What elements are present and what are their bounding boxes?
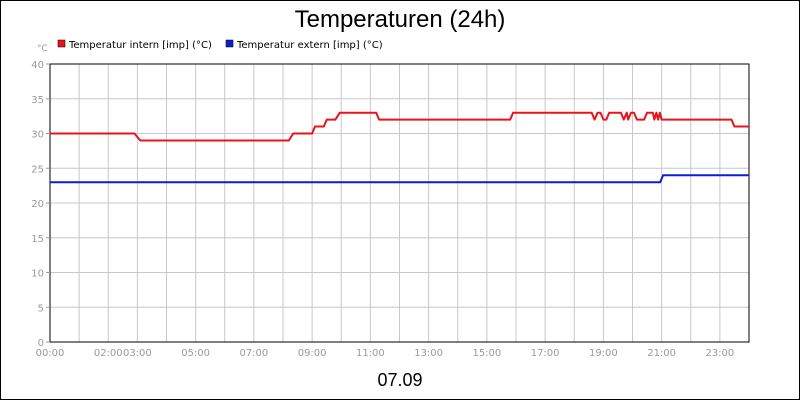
series-line	[50, 111, 749, 142]
series-line	[50, 174, 749, 184]
y-tick-label: 35	[31, 95, 44, 106]
chart-title: Temperaturen (24h)	[295, 6, 506, 33]
y-tick-label: 15	[31, 234, 44, 245]
x-tick-label: 09:00	[298, 348, 327, 359]
y-tick-label: 40	[31, 60, 44, 71]
x-tick-label: 17:00	[531, 348, 560, 359]
y-tick-label: 10	[31, 269, 44, 280]
x-tick-label: 23:00	[705, 348, 734, 359]
y-axis: 0 5 10 15 20 25 30 35 40	[31, 60, 50, 349]
x-tick-label: 13:00	[414, 348, 443, 359]
y-tick-label: 25	[31, 164, 44, 175]
x-tick-label: 19:00	[589, 348, 618, 359]
legend-label: Temperatur extern [imp] (°C)	[236, 40, 383, 51]
x-tick-label: 03:00	[123, 348, 152, 359]
legend-label: Temperatur intern [imp] (°C)	[68, 40, 212, 51]
x-tick-label: 00:00	[36, 348, 65, 359]
series-lines	[50, 111, 749, 184]
x-tick-label: 15:00	[472, 348, 501, 359]
legend: Temperatur intern [imp] (°C) Temperatur e…	[57, 39, 383, 51]
x-tick-label: 02:00	[94, 348, 123, 359]
y-tick-label: 20	[31, 199, 44, 210]
x-tick-label: 21:00	[647, 348, 676, 359]
y-tick-label: 30	[31, 130, 44, 141]
x-axis: 00:00 02:00 03:00 05:00 07:00 09:00 11:00 13:00…	[36, 348, 735, 359]
x-tick-label: 05:00	[181, 348, 210, 359]
legend-swatch	[225, 39, 234, 48]
x-tick-label: 11:00	[356, 348, 385, 359]
y-tick-label: 0	[38, 338, 44, 349]
date-label: 07.09	[377, 370, 422, 390]
grid	[50, 64, 749, 342]
y-tick-label: 5	[38, 303, 44, 314]
legend-swatch	[57, 39, 66, 48]
x-tick-label: 07:00	[239, 348, 268, 359]
y-axis-unit: °C	[37, 44, 48, 54]
